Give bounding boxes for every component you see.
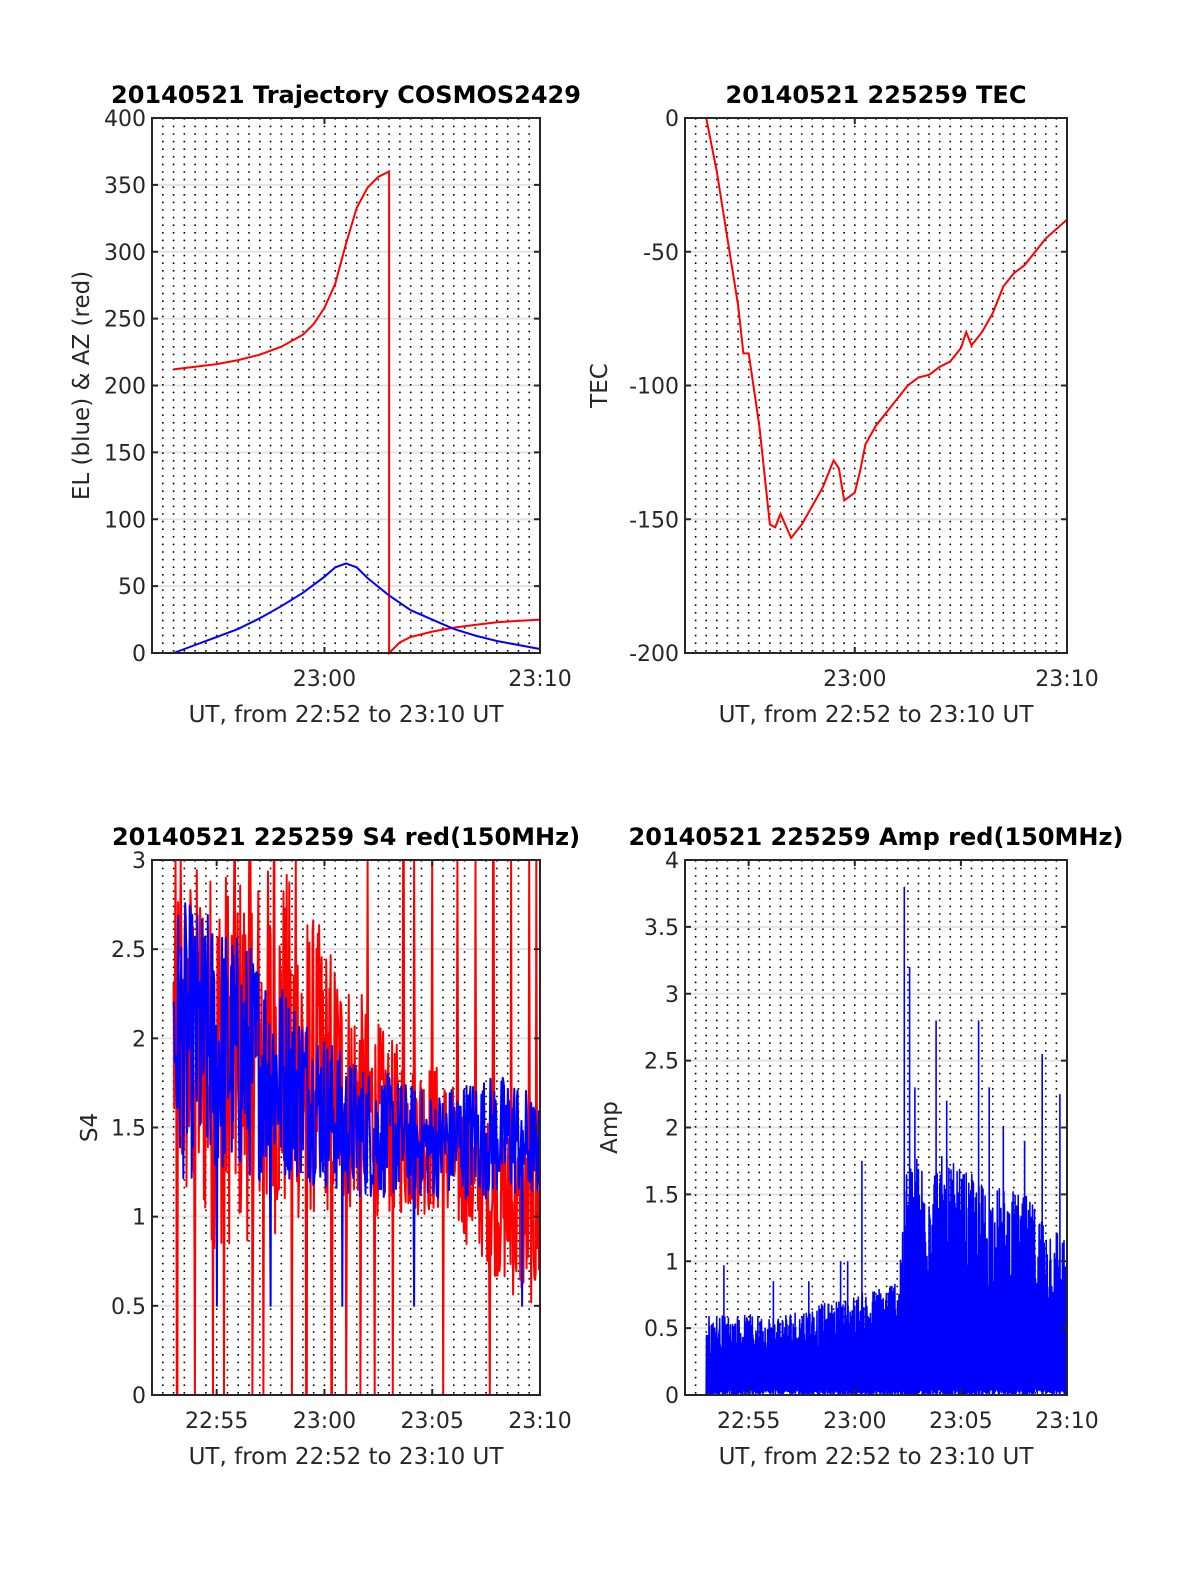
- y-tick-label: 3.5: [644, 916, 679, 941]
- y-tick-label: 4: [665, 849, 679, 874]
- series-line-amp: [705, 886, 1068, 1396]
- x-tick-label: 23:10: [1035, 667, 1098, 692]
- series-line-az: [173, 169, 541, 656]
- y-tick-label: 3: [132, 849, 146, 874]
- y-tick-label: 2: [665, 1117, 679, 1142]
- y-tick-label: -50: [643, 241, 679, 266]
- tec-chart: -200 -150 -100 -50 0 23:00 23:10 20140521 22525…: [587, 81, 1099, 728]
- y-tick-label: 2.5: [644, 1050, 679, 1075]
- y-tick-label: 400: [104, 107, 146, 132]
- series-line-tec: [705, 117, 1068, 540]
- y-tick-label: -100: [629, 375, 679, 400]
- y-tick-label: 100: [104, 508, 146, 533]
- series-line-s4: [172, 902, 541, 1307]
- chart-title: 20140521 225259 TEC: [726, 81, 1027, 109]
- y-tick-label: 200: [104, 375, 146, 400]
- y-tick-label: 0.5: [644, 1317, 679, 1342]
- x-tick-label: 23:10: [508, 667, 571, 692]
- x-tick-label: 23:00: [293, 1409, 356, 1434]
- x-tick-label: 23:00: [823, 1409, 886, 1434]
- y-axis-label: Amp: [597, 1101, 623, 1154]
- x-tick-label: 23:10: [1035, 1409, 1098, 1434]
- chart-title: 20140521 Trajectory COSMOS2429: [111, 81, 581, 109]
- y-tick-label: 0: [132, 1384, 146, 1409]
- trajectory-chart: 0 50 100 150 200 250 300 350 400 23:00 23:10 201405…: [69, 81, 581, 728]
- x-tick-label: 23:05: [929, 1409, 992, 1434]
- y-tick-label: 2: [132, 1027, 146, 1052]
- chart-title: 20140521 225259 S4 red(150MHz): [112, 823, 580, 851]
- y-tick-label: -150: [629, 508, 679, 533]
- y-tick-label: 1: [665, 1250, 679, 1275]
- y-tick-label: 1.5: [111, 1117, 146, 1142]
- x-axis-label: UT, from 22:52 to 23:10 UT: [719, 702, 1035, 728]
- x-tick-label: 23:10: [508, 1409, 571, 1434]
- x-axis-label: UT, from 22:52 to 23:10 UT: [189, 702, 505, 728]
- y-tick-label: 0.5: [111, 1295, 146, 1320]
- y-tick-label: 0: [665, 107, 679, 132]
- y-tick-label: 1.5: [644, 1183, 679, 1208]
- x-tick-label: 22:55: [185, 1409, 248, 1434]
- y-tick-label: 250: [104, 308, 146, 333]
- x-tick-label: 23:00: [823, 667, 886, 692]
- x-axis-label: UT, from 22:52 to 23:10 UT: [189, 1444, 505, 1470]
- y-tick-label: 50: [118, 575, 146, 600]
- y-tick-label: 0: [665, 1384, 679, 1409]
- y-tick-label: 150: [104, 441, 146, 466]
- y-tick-label: -200: [629, 642, 679, 667]
- s4-chart: 0 0.5 1 1.5 2 2.5 3 22:55 23:00 23:05 23:10 2014052…: [77, 823, 580, 1470]
- y-axis-label: S4: [77, 1113, 103, 1142]
- x-tick-label: 23:05: [401, 1409, 464, 1434]
- y-tick-label: 1: [132, 1206, 146, 1231]
- y-tick-label: 2.5: [111, 938, 146, 963]
- y-tick-label: 350: [104, 174, 146, 199]
- y-axis-label: TEC: [587, 363, 613, 409]
- series-line-el: [173, 562, 541, 654]
- chart-title: 20140521 225259 Amp red(150MHz): [629, 823, 1124, 851]
- y-tick-label: 3: [665, 983, 679, 1008]
- y-axis-label: EL (blue) & AZ (red): [69, 271, 95, 500]
- x-axis-label: UT, from 22:52 to 23:10 UT: [719, 1444, 1035, 1470]
- amp-chart: 0 0.5 1 1.5 2 2.5 3 3.5 4 22:55 23:00 23:05 23:10 201…: [597, 823, 1123, 1470]
- x-tick-label: 23:00: [293, 667, 356, 692]
- y-tick-label: 0: [132, 642, 146, 667]
- x-tick-label: 22:55: [717, 1409, 780, 1434]
- y-tick-label: 300: [104, 241, 146, 266]
